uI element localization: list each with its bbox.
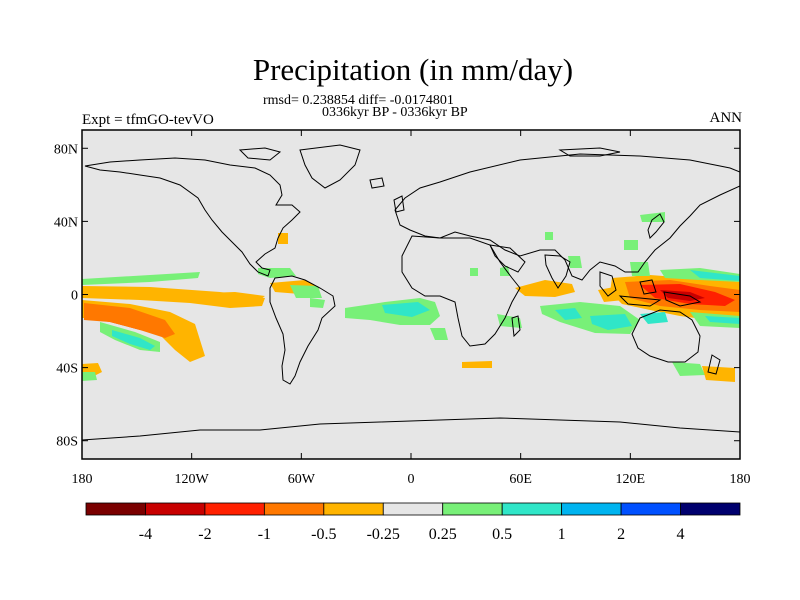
- himalaya-green: [545, 232, 553, 240]
- gulf-orange: [278, 233, 288, 244]
- lon-tick-label: 0: [408, 472, 415, 487]
- colorbar-label: 1: [558, 526, 566, 543]
- atlantic-cyan: [382, 302, 430, 317]
- west-africa-green: [430, 328, 448, 340]
- colorbar-label: -0.25: [367, 526, 400, 543]
- colorbar-label: -0.5: [311, 526, 336, 543]
- lat-tick-label: 0: [71, 289, 78, 304]
- east-africa-green: [497, 314, 522, 328]
- colorbar-swatch: [323, 502, 384, 516]
- south-pacific-cyan: [112, 330, 155, 350]
- colorbar-swatch: [680, 502, 741, 516]
- colorbar-label: 0.5: [492, 526, 512, 543]
- lat-tick-label: 80N: [54, 142, 78, 157]
- colorbar-label: 0.25: [429, 526, 457, 543]
- india-green: [568, 256, 582, 268]
- colorbar-swatch: [501, 502, 563, 516]
- lon-tick-label: 180: [730, 472, 751, 487]
- colorbar-swatch: [204, 502, 265, 516]
- season-label: ANN: [709, 110, 743, 126]
- map-ticks: 80N 40N 0 40S 80S 180 120W 60W 0 60E 120E 180: [54, 130, 751, 487]
- plot-title: Precipitation (in mm/day): [252, 52, 574, 87]
- south-pacific-orange-core: [84, 303, 175, 338]
- experiment-label: Expt = tfmGO-tevVO: [82, 112, 214, 128]
- south-atlantic-orange: [462, 361, 492, 368]
- south-pacific-cyan-east: [705, 316, 740, 324]
- colorbar-label: 4: [677, 526, 685, 543]
- coastlines: [82, 144, 740, 459]
- china-green: [624, 240, 638, 250]
- lat-tick-label: 40N: [54, 215, 78, 230]
- colorbar-label: -1: [258, 526, 271, 543]
- colorbar: -4 -2 -1 -0.5 -0.25 0.25 0.5 1 2 4: [85, 502, 741, 543]
- amazon-green: [290, 285, 322, 298]
- colorbar-swatch: [382, 502, 444, 516]
- colorbar-swatch: [85, 502, 146, 516]
- precip-anomaly-field: [82, 212, 740, 382]
- arabia-green: [500, 266, 510, 276]
- lat-tick-label: 40S: [56, 362, 78, 377]
- indian-ocean-cyan-2: [590, 314, 632, 330]
- lon-tick-label: 60W: [288, 472, 316, 487]
- lon-tick-label: 180: [72, 472, 93, 487]
- colorbar-swatch: [442, 502, 503, 516]
- colorbar-swatch: [620, 502, 681, 516]
- tasman-orange: [702, 366, 735, 382]
- colorbar-swatch: [561, 502, 622, 516]
- equatorial-pacific-orange: [205, 292, 265, 301]
- colorbar-label: -2: [198, 526, 211, 543]
- colorbar-label: 2: [617, 526, 625, 543]
- rmsd-diff-stats: rmsd= 0.238854 diff= -0.0174801: [263, 93, 454, 108]
- pacific-orange-band: [82, 286, 265, 308]
- lon-tick-label: 120E: [616, 472, 646, 487]
- australia-south-green: [672, 362, 705, 376]
- lon-tick-label: 60E: [509, 472, 532, 487]
- sahel-green: [470, 268, 478, 276]
- southeast-pacific-green: [82, 372, 97, 381]
- lat-tick-label: 80S: [56, 435, 78, 450]
- period-subtitle: 0336kyr BP - 0336kyr BP: [322, 105, 468, 120]
- colorbar-swatch: [263, 502, 325, 516]
- indian-ocean-cyan: [555, 308, 582, 320]
- west-pacific-cyan: [690, 270, 740, 281]
- pacific-north-green: [82, 272, 200, 285]
- colorbar-swatch: [145, 502, 206, 516]
- colorbar-label: -4: [139, 526, 152, 543]
- brazil-green: [310, 298, 325, 308]
- lon-tick-label: 120W: [175, 472, 210, 487]
